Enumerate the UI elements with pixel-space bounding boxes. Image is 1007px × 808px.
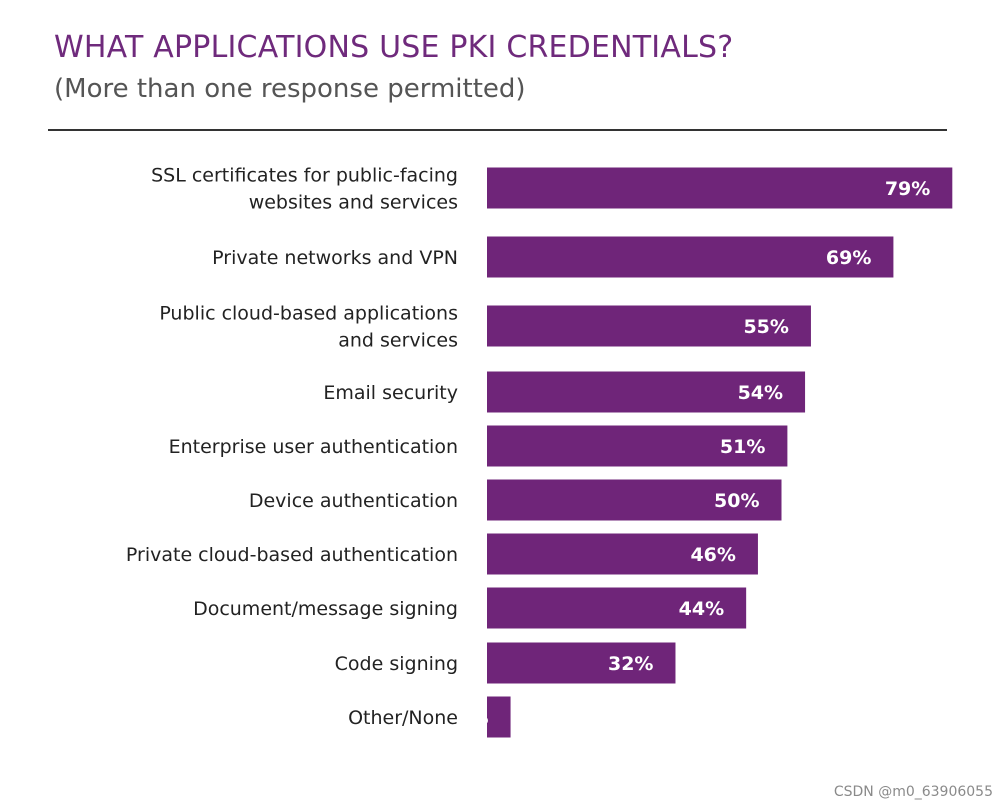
- category-label: Code signing: [335, 653, 458, 675]
- bar-value-label: 32%: [608, 653, 653, 675]
- category-label: Private cloud-based authentication: [126, 544, 458, 566]
- category-label: Other/None: [348, 707, 458, 729]
- bar-value-label: 4%: [456, 707, 488, 729]
- title-divider: [48, 129, 947, 131]
- bar-value-label: 50%: [714, 490, 759, 512]
- category-label: and services: [338, 330, 458, 352]
- bar-5: [487, 425, 788, 467]
- bar-1: [487, 167, 953, 209]
- bar-value-label: 79%: [885, 178, 930, 200]
- bar-10: [487, 696, 511, 738]
- bar-value-label: 51%: [720, 436, 765, 458]
- bar-6: [487, 479, 782, 521]
- bar-2: [487, 236, 894, 278]
- bar-7: [487, 533, 758, 575]
- chart-title: WHAT APPLICATIONS USE PKI CREDENTIALS?: [54, 30, 734, 65]
- bar-value-label: 54%: [738, 382, 783, 404]
- bar-value-label: 46%: [690, 544, 735, 566]
- category-label: Private networks and VPN: [212, 247, 458, 269]
- category-label: SSL certificates for public-facing: [151, 165, 458, 187]
- category-label: Device authentication: [249, 490, 458, 512]
- category-label: websites and services: [249, 192, 458, 214]
- category-label: Enterprise user authentication: [169, 436, 458, 458]
- bar-value-label: 69%: [826, 247, 871, 269]
- bar-4: [487, 371, 806, 413]
- bar-3: [487, 305, 811, 347]
- bar-value-label: 44%: [679, 598, 724, 620]
- bar-9: [487, 642, 676, 684]
- bar-8: [487, 587, 747, 629]
- bar-value-label: 55%: [743, 316, 788, 338]
- watermark: CSDN @m0_63906055: [833, 784, 993, 800]
- category-label: Email security: [323, 382, 458, 404]
- category-label: Document/message signing: [193, 598, 458, 620]
- category-label: Public cloud-based applications: [159, 303, 458, 325]
- chart-subtitle: (More than one response permitted): [54, 74, 526, 104]
